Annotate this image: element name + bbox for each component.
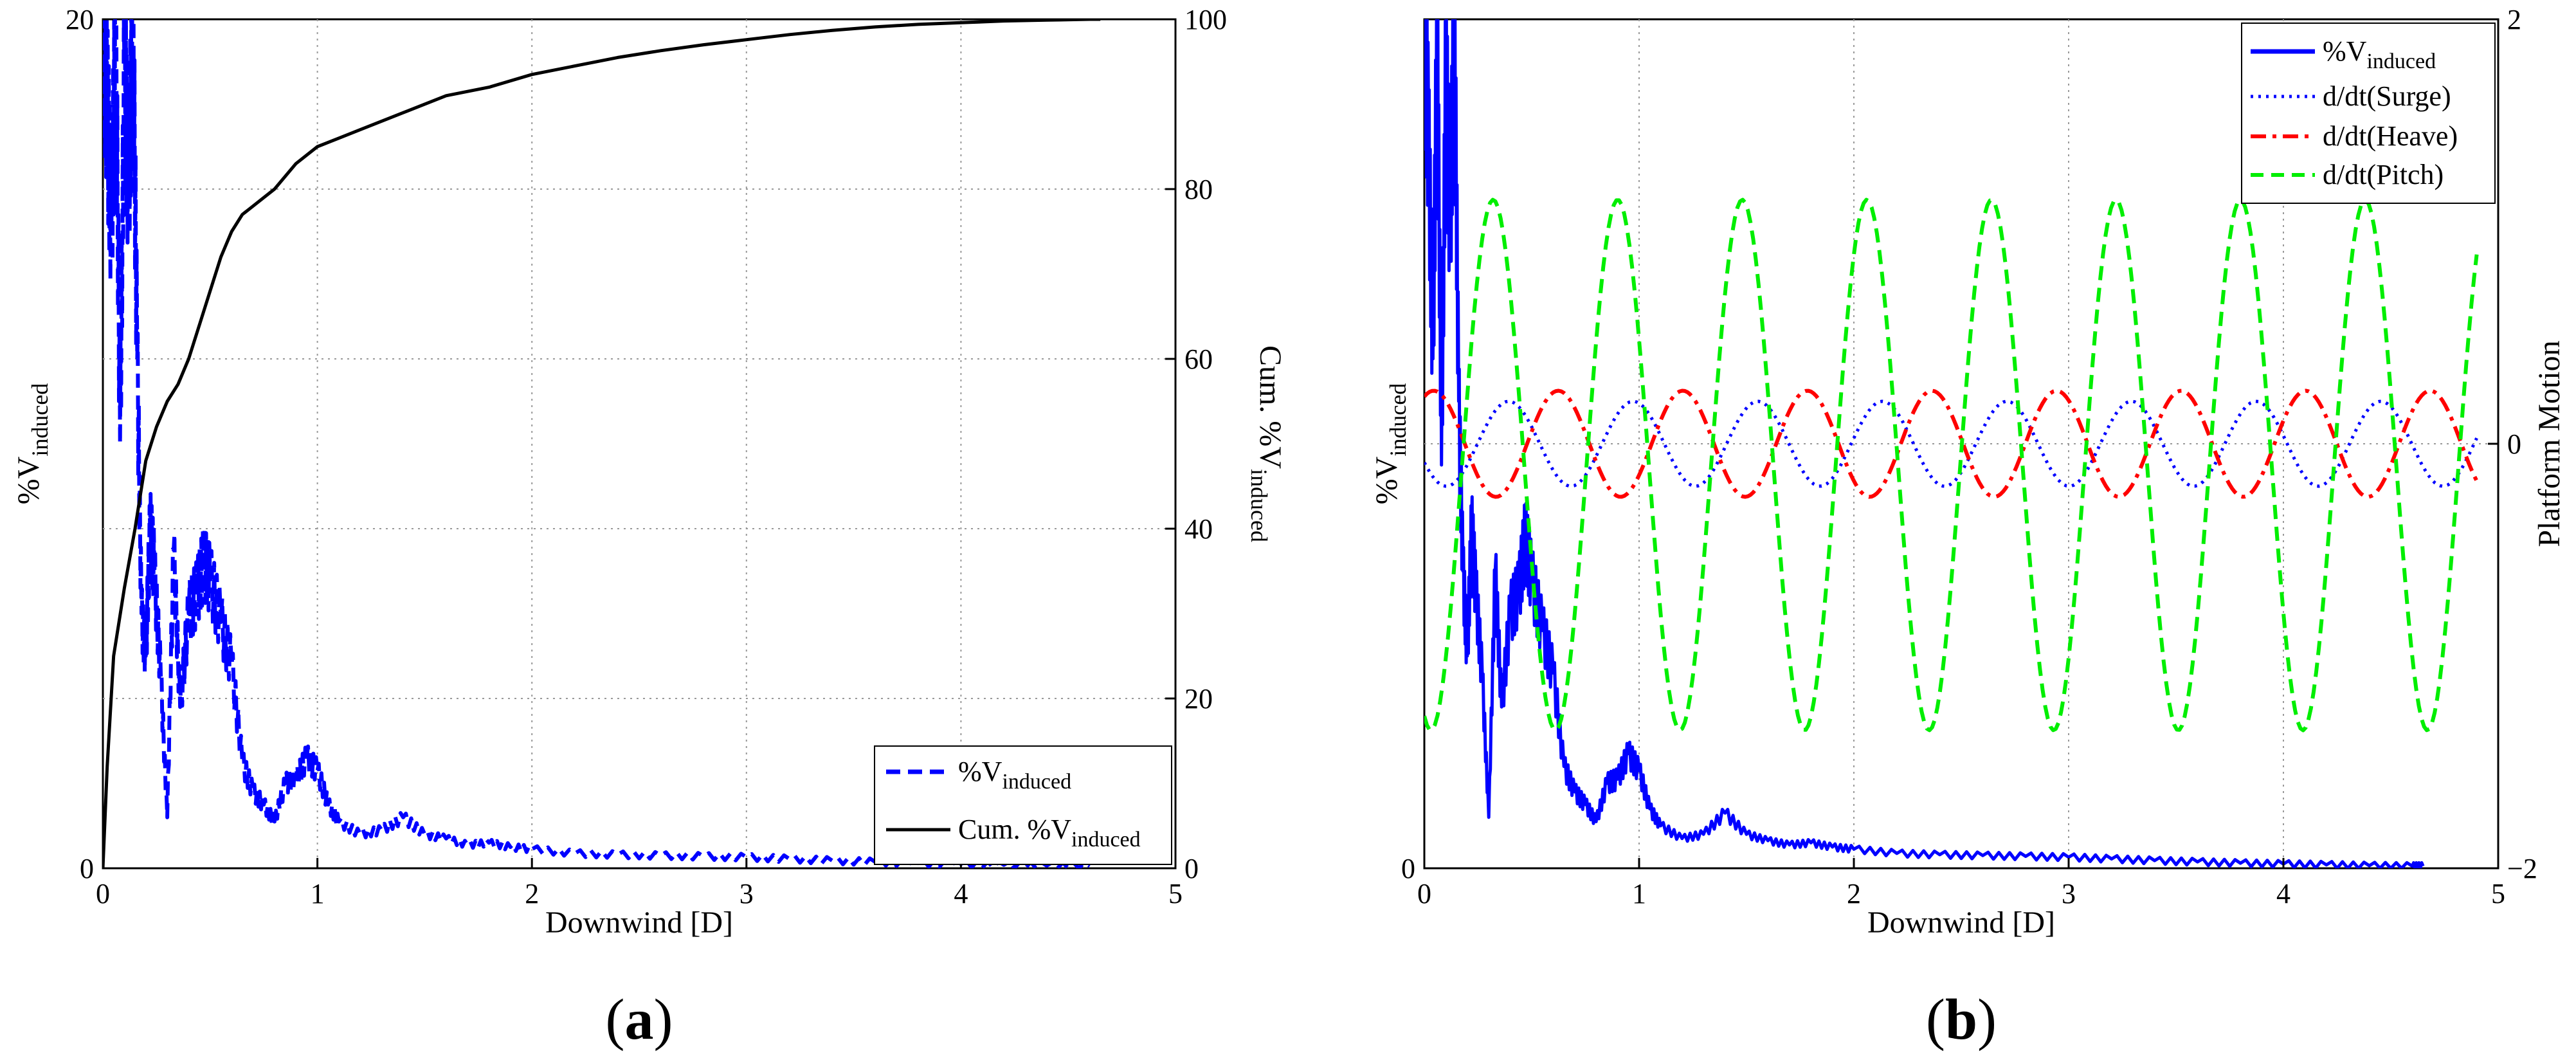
series-line-cum-v-induced	[103, 19, 1101, 868]
series-line-d-dt-heave	[1424, 388, 2479, 499]
plot-area-a	[102, 18, 1177, 870]
y2label-a-main: Cum. %V	[1253, 345, 1287, 469]
ylabel-b-main: %V	[1370, 456, 1404, 504]
grid-a	[103, 19, 1175, 868]
panel-a-label: (a)	[606, 988, 673, 1052]
y-tick-label: 0	[1401, 853, 1415, 884]
y2-tick-label: 40	[1184, 513, 1213, 545]
y2-tick-label: 2	[2507, 4, 2521, 35]
x-tick-label: 3	[739, 878, 754, 909]
y2-tick-label: 80	[1184, 174, 1213, 205]
y2-tick-label: 0	[1184, 853, 1199, 884]
legend-b-label-0: %Vinduced	[2323, 35, 2436, 73]
ylabel-b: %Vinduced	[1370, 383, 1411, 505]
y-tick-label: 20	[66, 4, 94, 35]
xlabel-a: Downwind [D]	[545, 906, 733, 940]
ylabel-a-main: %V	[12, 456, 46, 504]
series-b	[1424, 19, 2479, 868]
x-tick-label: 2	[1847, 878, 1861, 909]
legend-a-box	[874, 745, 1172, 865]
y2label-a: Cum. %Vinduced	[1246, 345, 1287, 542]
y2label-b: Platform Motion	[2532, 340, 2566, 547]
legend-b-label-2: d/dt(Heave)	[2323, 120, 2458, 152]
x-tick-label: 4	[2276, 878, 2290, 909]
ticks-b: 0 1 2 3 4 5−2 0 2 0	[1401, 4, 2537, 909]
x-tick-label: 1	[311, 878, 325, 909]
ylabel-a-sub: induced	[27, 383, 53, 457]
x-tick-label: 0	[1417, 878, 1431, 909]
x-tick-label: 1	[1632, 878, 1646, 909]
x-tick-label: 4	[954, 878, 968, 909]
series-clip	[103, 19, 1101, 868]
x-tick-label: 0	[96, 878, 110, 909]
legend-a-label-0: %Vinduced	[958, 756, 1071, 794]
series-clip	[1424, 19, 2479, 868]
x-tick-label: 5	[1168, 878, 1183, 909]
y2-tick-label: 100	[1184, 4, 1227, 35]
legend-a: %Vinduced Cum. %Vinduced	[874, 745, 1172, 865]
y2label-a-sub: induced	[1246, 469, 1272, 542]
series-line-v-induced	[103, 19, 1091, 868]
y2-tick-label: 60	[1184, 343, 1213, 375]
legend-b-label-1: d/dt(Surge)	[2323, 80, 2451, 112]
series-line-d-dt-surge	[1424, 399, 2478, 488]
x-tick-label: 2	[525, 878, 539, 909]
x-tick-label: 5	[2491, 878, 2505, 909]
y-tick-label: 0	[80, 853, 94, 884]
ylabel-a: %Vinduced	[12, 383, 53, 505]
series-line-d-dt-pitch	[1424, 197, 2479, 733]
panel-b-label: (b)	[1926, 988, 1997, 1052]
x-tick-label: 3	[2062, 878, 2076, 909]
series-a	[103, 19, 1101, 868]
legend-b-label-3: d/dt(Pitch)	[2323, 159, 2444, 190]
xlabel-b: Downwind [D]	[1867, 906, 2055, 940]
y2-tick-label: −2	[2507, 853, 2537, 884]
y2-tick-label: 20	[1184, 683, 1213, 715]
ylabel-b-sub: induced	[1385, 383, 1411, 457]
y2-tick-label: 0	[2507, 428, 2521, 460]
series-line-v-induced	[1424, 19, 2425, 868]
legend-b: %Vinduced d/dt(Surge) d/dt(Heave) d/dt(P…	[2241, 23, 2496, 204]
panel-b: 0 1 2 3 4 5−2 0 2 0 Downwind [D] %Vinduced Platf…	[1370, 4, 2566, 1052]
legend-a-label-1: Cum. %Vinduced	[958, 814, 1141, 852]
